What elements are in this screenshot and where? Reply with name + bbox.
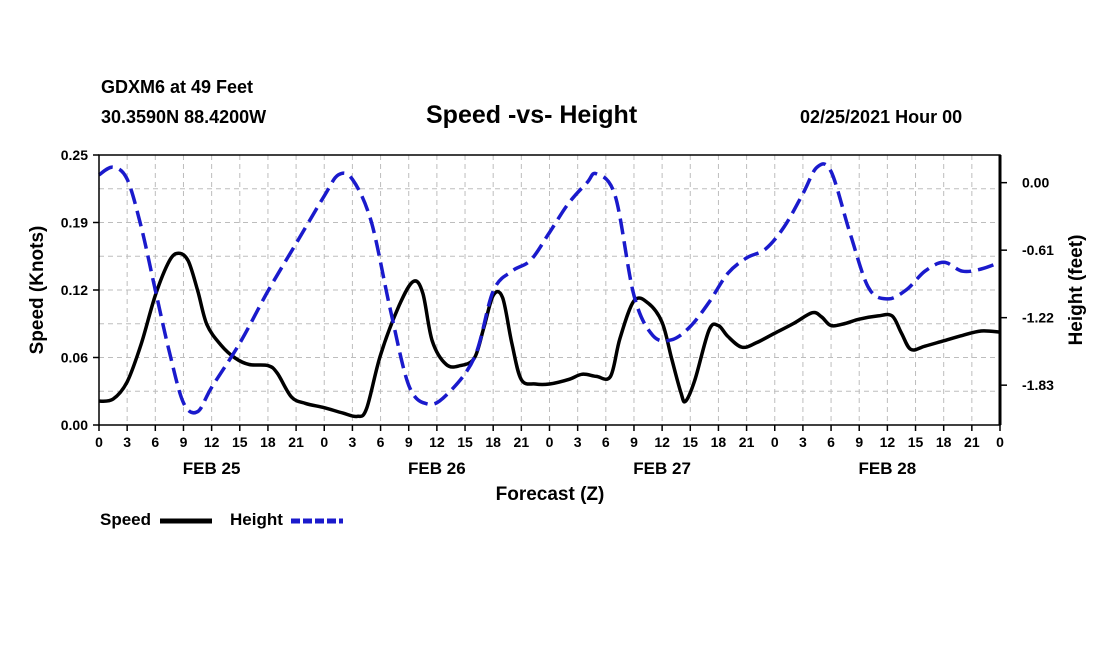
y2-axis-label: Height (feet) bbox=[1066, 235, 1087, 346]
x-tick-label: 9 bbox=[855, 434, 863, 450]
y-tick-label: 0.06 bbox=[61, 350, 88, 366]
x-tick-label: 18 bbox=[485, 434, 501, 450]
x-tick-label: 3 bbox=[799, 434, 807, 450]
day-label: FEB 26 bbox=[408, 459, 466, 478]
x-tick-label: 15 bbox=[232, 434, 248, 450]
y-tick-label: 0.25 bbox=[61, 147, 88, 163]
x-tick-label: 12 bbox=[429, 434, 445, 450]
x-tick-label: 21 bbox=[288, 434, 304, 450]
legend: Speed Height bbox=[100, 510, 343, 529]
day-label: FEB 25 bbox=[183, 459, 241, 478]
x-tick-label: 6 bbox=[602, 434, 610, 450]
x-tick-label: 9 bbox=[180, 434, 188, 450]
x-tick-label: 3 bbox=[574, 434, 582, 450]
x-tick-label: 6 bbox=[151, 434, 159, 450]
y2-tick-label: -0.61 bbox=[1022, 242, 1054, 258]
x-tick-label: 0 bbox=[95, 434, 103, 450]
x-tick-label: 3 bbox=[123, 434, 131, 450]
x-tick-label: 18 bbox=[936, 434, 952, 450]
axis-ticks: 0 3 6 9 12 15 18 21 0 3 6 9 12 15 18 21 0 3 6 9 12 15 18 21 0 3 6 9… bbox=[61, 147, 1054, 478]
x-tick-label: 6 bbox=[377, 434, 385, 450]
y2-tick-label: 0.00 bbox=[1022, 175, 1049, 191]
x-tick-label: 21 bbox=[964, 434, 980, 450]
x-tick-label: 3 bbox=[349, 434, 357, 450]
y-tick-label: 0.00 bbox=[61, 417, 88, 433]
day-label: FEB 27 bbox=[633, 459, 691, 478]
x-tick-label: 18 bbox=[260, 434, 276, 450]
x-tick-label: 21 bbox=[739, 434, 755, 450]
x-tick-label: 0 bbox=[771, 434, 779, 450]
x-tick-label: 0 bbox=[996, 434, 1004, 450]
x-axis-label: Forecast (Z) bbox=[496, 484, 605, 505]
x-tick-label: 9 bbox=[630, 434, 638, 450]
legend-speed-label: Speed bbox=[100, 510, 151, 529]
day-label: FEB 28 bbox=[859, 459, 917, 478]
x-tick-label: 12 bbox=[880, 434, 896, 450]
y2-tick-label: -1.22 bbox=[1022, 310, 1054, 326]
x-tick-label: 15 bbox=[908, 434, 924, 450]
x-tick-label: 6 bbox=[827, 434, 835, 450]
speed-height-chart: 0 3 6 9 12 15 18 21 0 3 6 9 12 15 18 21 0 3 6 9 12 15 18 21 0 3 6 9… bbox=[0, 0, 1100, 650]
x-tick-label: 0 bbox=[320, 434, 328, 450]
x-tick-label: 12 bbox=[654, 434, 670, 450]
x-tick-label: 15 bbox=[682, 434, 698, 450]
y2-tick-label: -1.83 bbox=[1022, 377, 1054, 393]
x-tick-label: 15 bbox=[457, 434, 473, 450]
y-axis-label: Speed (Knots) bbox=[27, 226, 48, 355]
x-tick-label: 12 bbox=[204, 434, 220, 450]
x-tick-label: 0 bbox=[546, 434, 554, 450]
x-tick-label: 9 bbox=[405, 434, 413, 450]
x-tick-label: 18 bbox=[711, 434, 727, 450]
legend-height-label: Height bbox=[230, 510, 283, 529]
y-tick-label: 0.19 bbox=[61, 215, 88, 231]
x-tick-label: 21 bbox=[514, 434, 530, 450]
y-tick-label: 0.12 bbox=[61, 282, 88, 298]
